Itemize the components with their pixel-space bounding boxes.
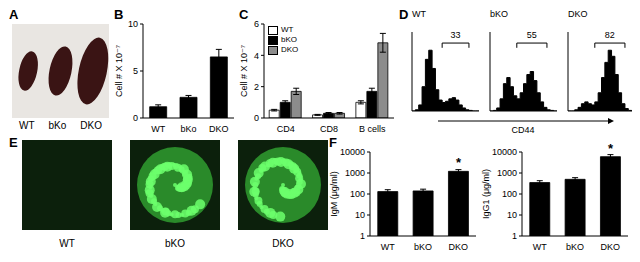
svg-text:IgM (μg/ml): IgM (μg/ml) <box>329 171 339 217</box>
svg-text:Cell # X 10⁻⁷: Cell # X 10⁻⁷ <box>114 45 124 97</box>
svg-text:CD4: CD4 <box>277 124 295 134</box>
svg-text:bKO: bKO <box>566 242 584 252</box>
svg-text:10000: 10000 <box>492 147 517 157</box>
svg-text:1: 1 <box>512 231 517 241</box>
svg-text:CD44: CD44 <box>511 125 534 135</box>
svg-text:100: 100 <box>350 189 365 199</box>
svg-text:1000: 1000 <box>345 168 365 178</box>
svg-text:10000: 10000 <box>340 147 365 157</box>
svg-text:bKo: bKo <box>180 124 196 134</box>
html-text:bKO: bKO <box>281 35 297 44</box>
html-text:E: E <box>9 135 18 150</box>
html-text:DKO: DKO <box>281 45 299 54</box>
svg-text:82: 82 <box>605 30 615 40</box>
svg-text:2: 2 <box>254 82 259 92</box>
svg-text:Cell # X 10⁻⁷: Cell # X 10⁻⁷ <box>239 45 249 97</box>
svg-text:0: 0 <box>133 113 138 123</box>
svg-text:CD8: CD8 <box>320 124 338 134</box>
svg-text:DKO: DKO <box>209 124 229 134</box>
svg-text:*: * <box>456 155 462 170</box>
html-text:bKO: bKO <box>490 9 508 19</box>
html-text:A: A <box>9 7 19 22</box>
svg-text:WT: WT <box>533 242 547 252</box>
svg-text:DKO: DKO <box>449 242 469 252</box>
html-text:WT: WT <box>281 25 294 34</box>
html-text:C: C <box>239 7 249 22</box>
html-text:bKo: bKo <box>48 120 67 131</box>
svg-text:WT: WT <box>381 242 395 252</box>
svg-text:B cells: B cells <box>359 124 386 134</box>
svg-text:10: 10 <box>507 210 517 220</box>
svg-text:bKO: bKO <box>414 242 432 252</box>
html-text:D WT: D WT <box>399 7 426 22</box>
html-text:DKO: DKO <box>80 120 102 131</box>
html-text:DKO: DKO <box>272 238 294 249</box>
html-text:WT: WT <box>19 120 35 131</box>
svg-text:5: 5 <box>133 66 138 76</box>
html-text:WT: WT <box>59 238 75 249</box>
svg-text:6: 6 <box>254 19 259 29</box>
svg-text:4: 4 <box>254 51 259 61</box>
html-text:B: B <box>114 7 124 22</box>
svg-text:55: 55 <box>527 30 537 40</box>
svg-text:DKO: DKO <box>601 242 621 252</box>
svg-text:*: * <box>608 141 614 156</box>
svg-text:33: 33 <box>451 30 461 40</box>
html-text:bKO: bKO <box>165 238 185 249</box>
html-text:F: F <box>329 135 337 150</box>
svg-text:IgG1 (μg/ml): IgG1 (μg/ml) <box>481 169 491 219</box>
svg-text:10: 10 <box>128 19 138 29</box>
svg-text:WT: WT <box>151 124 165 134</box>
svg-text:10: 10 <box>355 210 365 220</box>
svg-text:1: 1 <box>360 231 365 241</box>
svg-text:0: 0 <box>254 113 259 123</box>
html-text:DKO: DKO <box>568 9 588 19</box>
svg-text:1000: 1000 <box>497 168 517 178</box>
svg-text:100: 100 <box>502 189 517 199</box>
